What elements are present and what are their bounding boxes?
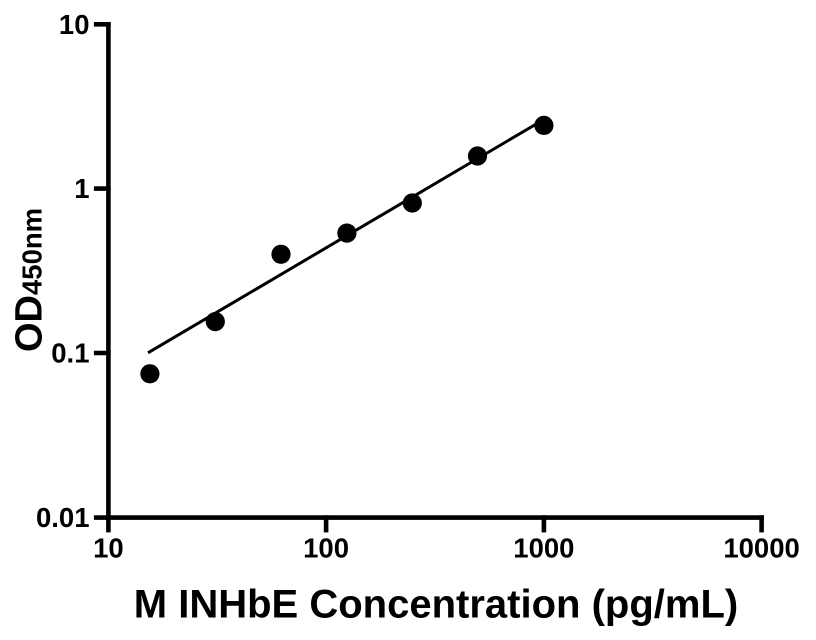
- svg-text:1000: 1000: [513, 533, 574, 564]
- svg-text:0.01: 0.01: [36, 502, 90, 533]
- svg-text:0.1: 0.1: [51, 338, 89, 369]
- svg-text:10: 10: [93, 533, 124, 564]
- svg-text:1: 1: [74, 173, 89, 204]
- svg-text:10: 10: [59, 9, 90, 40]
- svg-text:100: 100: [303, 533, 349, 564]
- svg-text:M INHbE Concentration (pg/mL): M INHbE Concentration (pg/mL): [134, 583, 738, 627]
- svg-text:10000: 10000: [723, 533, 799, 564]
- svg-text:OD450nm: OD450nm: [9, 208, 51, 352]
